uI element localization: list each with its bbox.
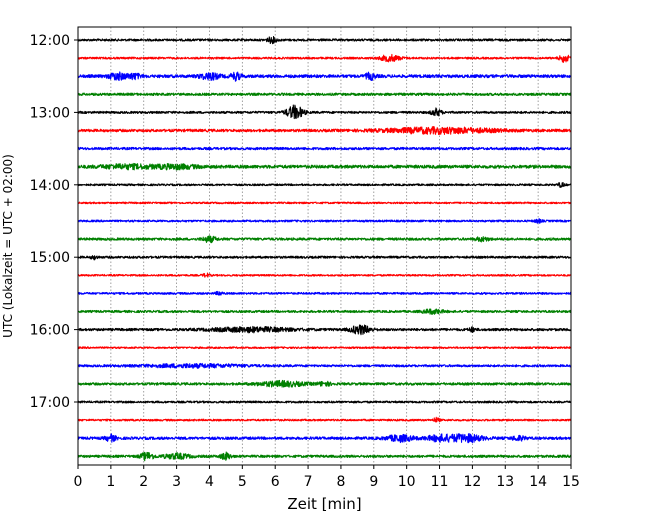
trace-1415 [77, 201, 572, 205]
x-tick-label: 12 [463, 474, 481, 490]
grid-lines [110, 27, 539, 465]
trace-1630 [77, 362, 572, 369]
plot-frame [77, 26, 572, 466]
trace-1615 [77, 346, 572, 350]
trace-1745 [77, 451, 572, 462]
trace-1245 [77, 92, 572, 97]
y-tick-label: 16:00 [30, 323, 70, 339]
x-tick-label: 0 [74, 474, 83, 490]
y-tick-label: 15:00 [30, 250, 70, 266]
y-axis-ticks: 12:00 13:00 14:00 15:00 16:00 17:00 [30, 33, 78, 411]
trace-1600 [77, 324, 572, 336]
x-tick-label: 15 [562, 474, 580, 490]
trace-1730 [77, 433, 572, 444]
x-tick-label: 5 [238, 474, 247, 490]
trace-1200 [77, 36, 572, 45]
trace-1300 [77, 104, 572, 120]
y-axis-label: UTC (Lokalzeit = UTC + 02:00) [1, 154, 15, 338]
trace-1645 [77, 379, 572, 388]
x-tick-label: 6 [271, 474, 280, 490]
x-tick-label: 9 [369, 474, 378, 490]
x-tick-label: 14 [529, 474, 547, 490]
x-tick-label: 1 [106, 474, 115, 490]
trace-1330 [77, 146, 572, 151]
trace-1515 [77, 272, 572, 278]
trace-1530 [77, 290, 572, 296]
trace-1430 [77, 218, 572, 224]
y-tick-label: 12:00 [30, 33, 70, 49]
y-tick-label: 17:00 [30, 395, 70, 411]
trace-1345 [77, 162, 572, 171]
x-axis-label: Zeit [min] [287, 495, 361, 513]
x-tick-label: 10 [398, 474, 416, 490]
y-tick-label: 14:00 [30, 178, 70, 194]
y-tick-label: 13:00 [30, 105, 70, 121]
x-tick-label: 3 [172, 474, 181, 490]
trace-1400 [77, 182, 572, 188]
trace-1700 [77, 400, 572, 404]
x-tick-label: 4 [205, 474, 214, 490]
trace-1230 [77, 71, 572, 82]
x-tick-label: 8 [336, 474, 345, 490]
trace-1445 [77, 235, 572, 244]
x-tick-label: 7 [304, 474, 313, 490]
trace-1215 [77, 53, 572, 63]
x-axis-ticks: 0 1 2 3 4 5 6 7 8 9 10 11 12 13 14 15 [74, 465, 580, 490]
trace-1500 [77, 255, 572, 261]
x-tick-label: 13 [496, 474, 514, 490]
x-tick-label: 11 [431, 474, 449, 490]
trace-1315 [77, 125, 572, 135]
seismic-traces [77, 36, 572, 462]
trace-1545 [77, 308, 572, 315]
trace-1715 [77, 416, 572, 423]
x-tick-label: 2 [139, 474, 148, 490]
